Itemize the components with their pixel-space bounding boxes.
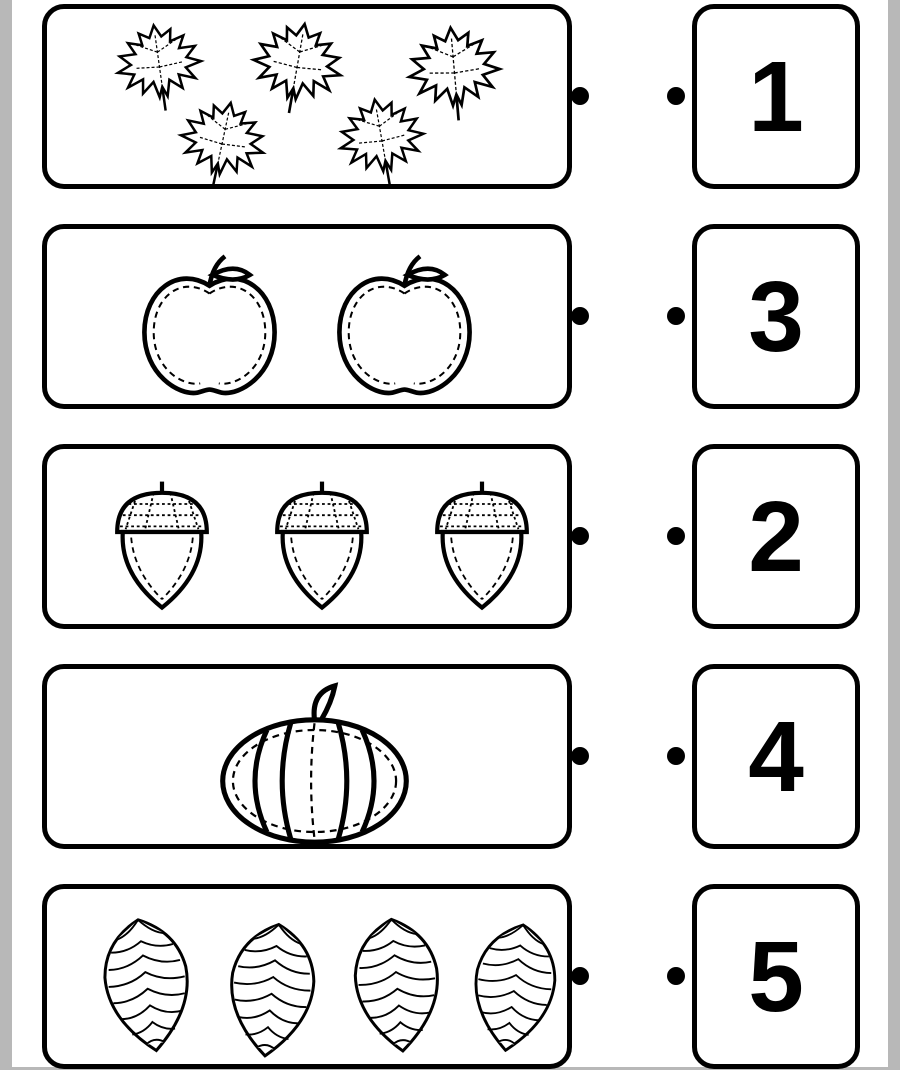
apple-icon [327, 247, 482, 402]
number-box: 1 [692, 4, 860, 189]
picture-box-pumpkin [42, 664, 572, 849]
match-dot-left[interactable] [571, 527, 589, 545]
match-dot-left[interactable] [571, 967, 589, 985]
pumpkin-icon [202, 679, 427, 849]
number-label: 1 [748, 47, 804, 147]
number-label: 2 [748, 487, 804, 587]
worksheet-page: 1 3 [12, 0, 888, 1067]
pinecone-icon [447, 907, 581, 1067]
match-dot-left[interactable] [571, 307, 589, 325]
number-label: 3 [748, 267, 804, 367]
picture-box-acorn [42, 444, 572, 629]
number-label: 4 [748, 707, 804, 807]
pinecone-icon [77, 901, 217, 1066]
match-dot-right[interactable] [667, 747, 685, 765]
picture-box-apple [42, 224, 572, 409]
picture-box-leaf [42, 4, 572, 189]
match-dot-right[interactable] [667, 527, 685, 545]
pinecone-icon [204, 908, 339, 1070]
acorn-icon [92, 471, 232, 621]
match-dot-left[interactable] [571, 747, 589, 765]
match-dot-right[interactable] [667, 87, 685, 105]
acorn-icon [412, 471, 552, 621]
number-box: 4 [692, 664, 860, 849]
match-dot-right[interactable] [667, 307, 685, 325]
leaf-icon [158, 84, 286, 205]
picture-box-pinecone [42, 884, 572, 1069]
pinecone-icon [331, 904, 464, 1064]
acorn-icon [252, 471, 392, 621]
number-box: 2 [692, 444, 860, 629]
number-label: 5 [748, 927, 804, 1027]
apple-icon [132, 247, 287, 402]
number-box: 5 [692, 884, 860, 1069]
match-dot-left[interactable] [571, 87, 589, 105]
number-box: 3 [692, 224, 860, 409]
match-dot-right[interactable] [667, 967, 685, 985]
leaf-icon [319, 82, 445, 200]
